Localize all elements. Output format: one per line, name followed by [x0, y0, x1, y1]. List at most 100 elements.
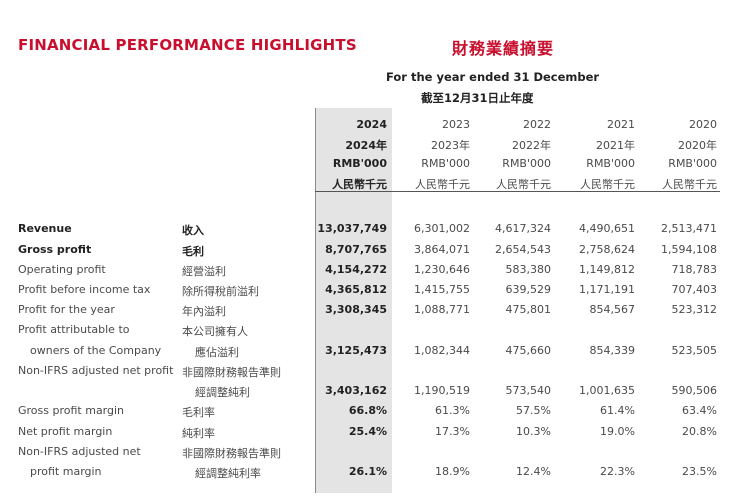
- row-label-zh: 經調整純利率: [195, 467, 261, 480]
- row-value: 523,312: [671, 303, 718, 316]
- row-value: 707,403: [671, 283, 718, 296]
- column-unit: RMB'000: [421, 157, 470, 170]
- row-label-en: Gross profit margin: [18, 404, 125, 417]
- period-heading-en: For the year ended 31 December: [386, 70, 600, 84]
- row-value: 12.4%: [516, 465, 551, 478]
- row-label-en: Profit for the year: [18, 303, 115, 316]
- row-label-en: Revenue: [18, 222, 72, 235]
- column-unit-zh: 人民幣千元: [415, 178, 470, 191]
- column-year-zh: 2022年: [512, 139, 551, 152]
- row-value: 1,190,519: [414, 384, 470, 397]
- row-value: 3,864,071: [414, 243, 470, 256]
- row-value: 583,380: [505, 263, 552, 276]
- row-value: 4,617,324: [495, 222, 551, 235]
- column-year: 2024: [356, 118, 387, 131]
- row-label-en: Net profit margin: [18, 425, 113, 438]
- row-label-zh: 非國際財務報告準則: [182, 447, 281, 460]
- row-label-en: Operating profit: [18, 263, 106, 276]
- row-value: 6,301,002: [414, 222, 470, 235]
- row-label-en: profit margin: [30, 465, 102, 478]
- row-value: 854,567: [589, 303, 636, 316]
- row-value: 4,365,812: [325, 283, 387, 296]
- column-unit-zh: 人民幣千元: [496, 178, 551, 191]
- row-label-en: owners of the Company: [30, 344, 162, 357]
- row-value: 1,415,755: [414, 283, 470, 296]
- row-value: 61.3%: [435, 404, 470, 417]
- table-row: Profit attributable to 本公司擁有人: [0, 323, 750, 343]
- row-value: 26.1%: [348, 465, 387, 478]
- column-year: 2022: [523, 118, 551, 131]
- row-label-zh: 年內溢利: [182, 305, 226, 318]
- column-year-zh: 2020年: [678, 139, 717, 152]
- row-label-zh: 經營溢利: [182, 265, 226, 278]
- row-value: 4,490,651: [579, 222, 635, 235]
- row-value: 854,339: [589, 344, 636, 357]
- row-value: 590,506: [671, 384, 718, 397]
- row-value: 57.5%: [516, 404, 551, 417]
- row-value: 523,505: [671, 344, 718, 357]
- column-year-zh: 2024年: [345, 139, 387, 152]
- row-label-zh: 毛利率: [182, 406, 215, 419]
- row-value: 25.4%: [348, 425, 387, 438]
- row-value: 1,082,344: [414, 344, 470, 357]
- row-value: 718,783: [671, 263, 718, 276]
- current-year-column-border: [315, 108, 316, 493]
- row-label-zh: 本公司擁有人: [182, 325, 248, 338]
- table-row: 經調整純利 3,403,162 1,190,519 573,540 1,001,635 5…: [0, 384, 750, 404]
- row-value: 1,001,635: [579, 384, 635, 397]
- row-value: 4,154,272: [325, 263, 387, 276]
- row-value: 639,529: [505, 283, 552, 296]
- table-row: Non-IFRS adjusted net 非國際財務報告準則: [0, 445, 750, 465]
- row-value: 8,707,765: [325, 243, 387, 256]
- row-value: 1,171,191: [579, 283, 635, 296]
- row-value: 20.8%: [682, 425, 717, 438]
- column-unit-zh: 人民幣千元: [332, 178, 387, 191]
- header-divider: [315, 191, 720, 192]
- page-title-zh: 財務業績摘要: [452, 39, 555, 58]
- row-value: 66.8%: [348, 404, 387, 417]
- column-year: 2020: [689, 118, 717, 131]
- row-value: 1,088,771: [414, 303, 470, 316]
- row-value: 3,308,345: [325, 303, 387, 316]
- column-year-zh: 2021年: [596, 139, 635, 152]
- row-value: 573,540: [505, 384, 552, 397]
- row-value: 1,149,812: [579, 263, 635, 276]
- row-value: 61.4%: [600, 404, 635, 417]
- table-row: Gross profit 毛利 8,707,765 3,864,071 2,654,54…: [0, 243, 750, 263]
- column-year: 2023: [442, 118, 470, 131]
- table-row: Revenue 收入 13,037,749 6,301,002 4,617,324 4,4…: [0, 222, 750, 242]
- row-value: 1,594,108: [661, 243, 717, 256]
- period-heading-zh: 截至12月31日止年度: [421, 91, 534, 105]
- column-unit-zh: 人民幣千元: [662, 178, 717, 191]
- row-value: 17.3%: [435, 425, 470, 438]
- row-value: 10.3%: [516, 425, 551, 438]
- row-value: 13,037,749: [317, 222, 387, 235]
- row-value: 475,801: [505, 303, 552, 316]
- current-year-column-shading: [315, 108, 392, 493]
- table-row: owners of the Company 應佔溢利 3,125,473 1,082,…: [0, 344, 750, 364]
- row-value: 2,513,471: [661, 222, 717, 235]
- row-value: 3,125,473: [325, 344, 387, 357]
- column-unit: RMB'000: [502, 157, 551, 170]
- table-row: profit margin 經調整純利率 26.1% 18.9% 12.4% 22.3% 2…: [0, 465, 750, 485]
- row-label-en: Gross profit: [18, 243, 92, 256]
- row-value: 3,403,162: [325, 384, 387, 397]
- row-label-zh: 經調整純利: [195, 386, 250, 399]
- row-label-zh: 應佔溢利: [195, 346, 239, 359]
- row-value: 19.0%: [600, 425, 635, 438]
- row-value: 23.5%: [682, 465, 717, 478]
- row-label-en: Profit before income tax: [18, 283, 151, 296]
- table-row: Profit for the year 年內溢利 3,308,345 1,088,77…: [0, 303, 750, 323]
- column-unit: RMB'000: [668, 157, 717, 170]
- row-value: 18.9%: [435, 465, 470, 478]
- table-row: Operating profit 經營溢利 4,154,272 1,230,646 58…: [0, 263, 750, 283]
- row-label-zh: 毛利: [182, 245, 204, 258]
- row-label-zh: 除所得稅前溢利: [182, 285, 259, 298]
- row-label-en: Non-IFRS adjusted net: [18, 445, 141, 458]
- row-value: 2,654,543: [495, 243, 551, 256]
- column-unit: RMB'000: [586, 157, 635, 170]
- column-unit: RMB'000: [332, 157, 387, 170]
- table-row: Non-IFRS adjusted net profit 非國際財務報告準則: [0, 364, 750, 384]
- row-label-zh: 非國際財務報告準則: [182, 366, 281, 379]
- column-unit-zh: 人民幣千元: [580, 178, 635, 191]
